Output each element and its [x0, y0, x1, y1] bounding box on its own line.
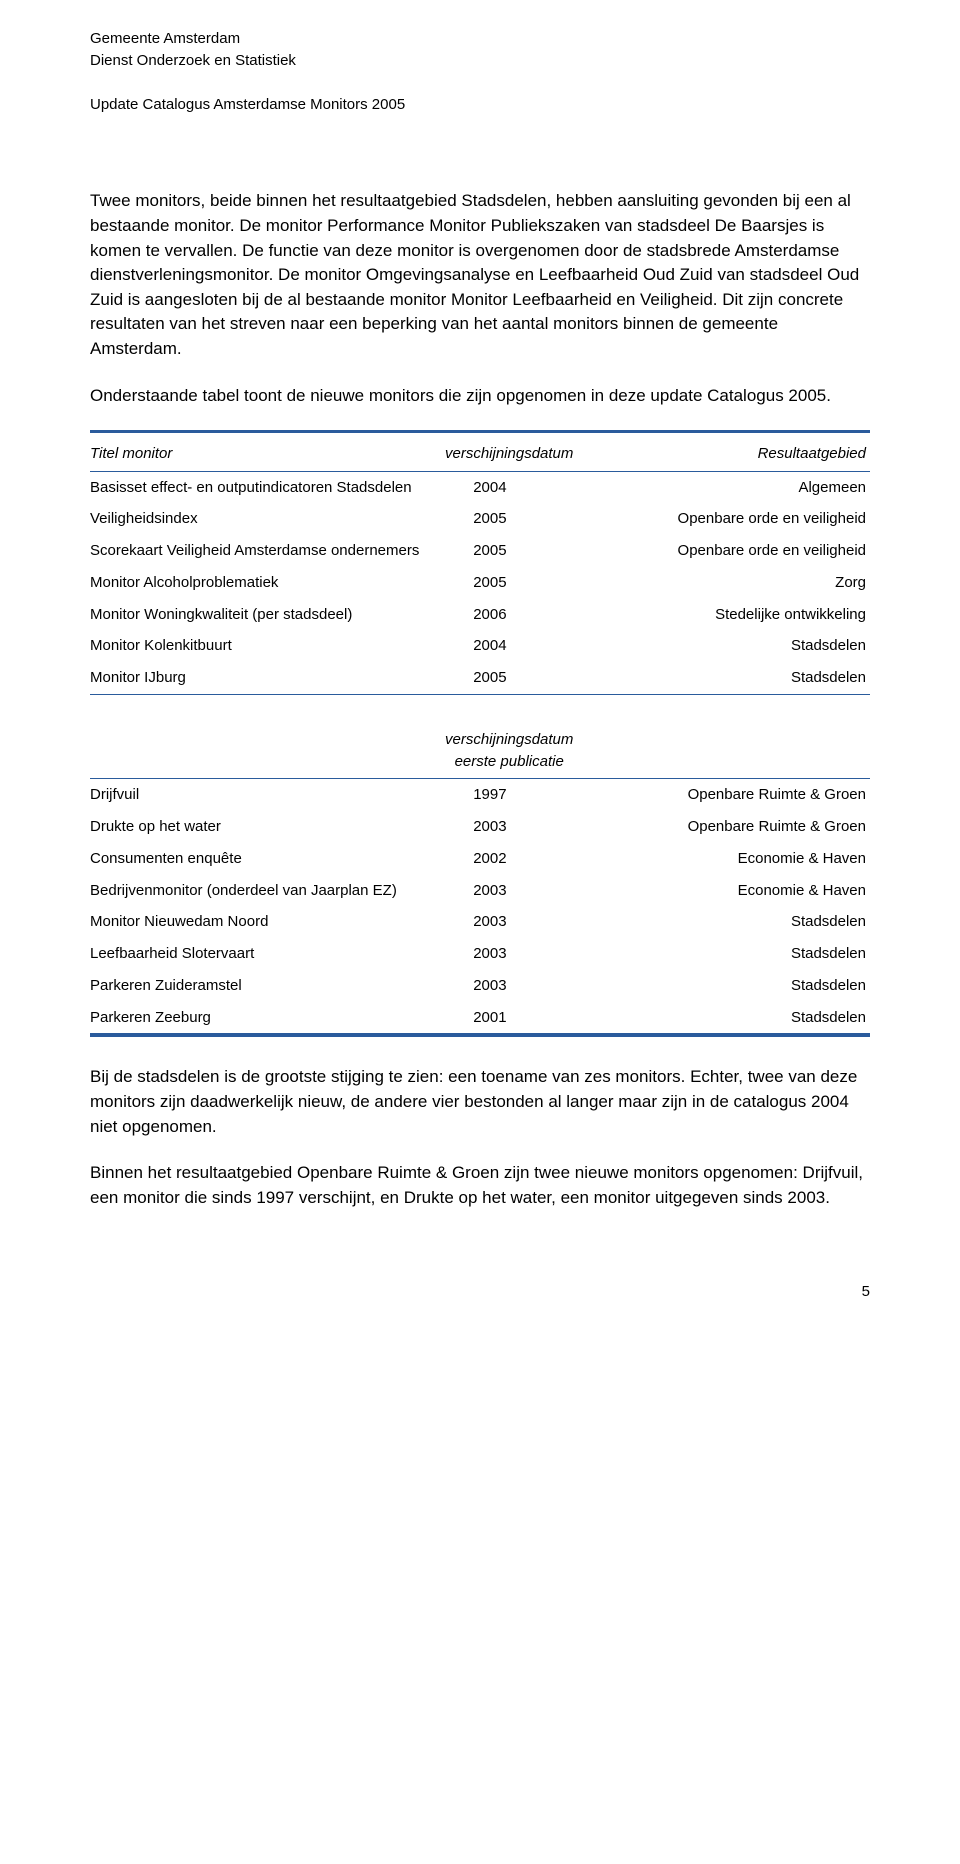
table-row: Monitor Alcoholproblematiek2005Zorg: [90, 567, 870, 599]
table-row: Monitor Nieuwedam Noord2003Stadsdelen: [90, 906, 870, 938]
table-header-row: Titel monitor verschijningsdatum Resulta…: [90, 437, 870, 471]
table-row: Monitor IJburg2005Stadsdelen: [90, 662, 870, 694]
table-row: Drukte op het water2003Openbare Ruimte &…: [90, 811, 870, 843]
col-empty: [90, 723, 433, 779]
table-row: Parkeren Zeeburg2001Stadsdelen: [90, 1002, 870, 1034]
col-result: Resultaatgebied: [589, 437, 870, 471]
page-number: 5: [90, 1281, 870, 1303]
paragraph-2: Onderstaande tabel toont de nieuwe monit…: [90, 384, 870, 409]
table-row: Scorekaart Veiligheid Amsterdamse ondern…: [90, 535, 870, 567]
col-empty2: [589, 723, 870, 779]
doc-title: Update Catalogus Amsterdamse Monitors 20…: [90, 94, 870, 116]
col-title: Titel monitor: [90, 437, 433, 471]
table-row: Veiligheidsindex2005Openbare orde en vei…: [90, 503, 870, 535]
table-row: Basisset effect- en outputindicatoren St…: [90, 472, 870, 504]
paragraph-4: Binnen het resultaatgebied Openbare Ruim…: [90, 1161, 870, 1210]
paragraph-1: Twee monitors, beide binnen het resultaa…: [90, 189, 870, 361]
header-dept: Dienst Onderzoek en Statistiek: [90, 50, 870, 72]
table-row: Leefbaarheid Slotervaart2003Stadsdelen: [90, 938, 870, 970]
header-org: Gemeente Amsterdam: [90, 28, 870, 50]
col-date: verschijningsdatum: [433, 437, 589, 471]
col-firstpub: verschijningsdatum eerste publicatie: [433, 723, 589, 779]
table-header-row: verschijningsdatum eerste publicatie: [90, 723, 870, 779]
monitors-table-2: verschijningsdatum eerste publicatie Dri…: [90, 723, 870, 1038]
table-row: Drijfvuil1997Openbare Ruimte & Groen: [90, 779, 870, 811]
monitors-table-1: Titel monitor verschijningsdatum Resulta…: [90, 430, 870, 695]
table-row: Consumenten enquête2002Economie & Haven: [90, 843, 870, 875]
table-row: Monitor Woningkwaliteit (per stadsdeel)2…: [90, 599, 870, 631]
table-row: Parkeren Zuideramstel2003Stadsdelen: [90, 970, 870, 1002]
paragraph-3: Bij de stadsdelen is de grootste stijgin…: [90, 1065, 870, 1139]
table-row: Bedrijvenmonitor (onderdeel van Jaarplan…: [90, 875, 870, 907]
table-row: Monitor Kolenkitbuurt2004Stadsdelen: [90, 630, 870, 662]
